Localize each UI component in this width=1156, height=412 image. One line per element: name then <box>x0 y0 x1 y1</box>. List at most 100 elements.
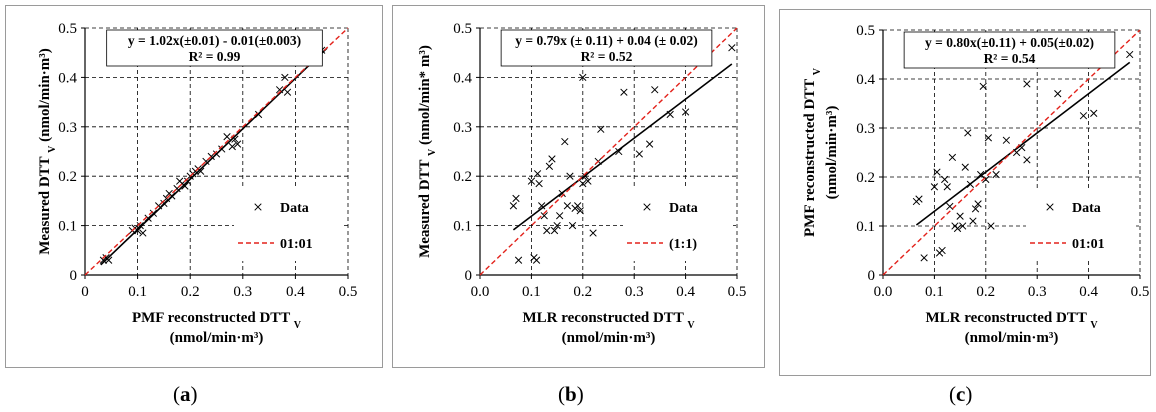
x-tick-label: 0.4 <box>676 284 695 300</box>
legend-label-one-to-one: (1:1) <box>669 237 697 252</box>
data-point-marker <box>228 142 236 151</box>
data-point-marker <box>961 163 969 171</box>
scatter-chart-b: 0.0 0.1 0.2 0.3 0.4 0.5 0 0.1 0.2 0.3 0.4 0.5 y = 0.… <box>417 21 747 346</box>
data-point-marker <box>615 147 623 156</box>
data-point-marker <box>941 175 949 184</box>
data-point-marker <box>556 212 564 220</box>
data-point-marker <box>943 183 951 191</box>
data-point-marker <box>561 137 569 146</box>
regression-fit-line <box>915 61 1131 226</box>
one-to-one-line <box>84 27 349 276</box>
y-tick-label: 0.5 <box>58 21 77 37</box>
data-point-marker <box>589 229 597 237</box>
data-point-marker <box>527 177 536 185</box>
chart-panel-b: 0.0 0.1 0.2 0.3 0.4 0.5 0 0.1 0.2 0.3 0.4 0.5 y = 0.… <box>392 5 765 368</box>
data-point-marker <box>1079 112 1088 120</box>
data-point-marker <box>1023 156 1031 164</box>
caption-c: (c) <box>949 382 973 406</box>
data-point-marker <box>964 129 972 137</box>
x-tick-label: 0.0 <box>471 284 490 300</box>
regression-fit-line <box>100 47 328 266</box>
x-tick-label: 0.4 <box>286 284 305 300</box>
data-point-marker <box>545 162 554 170</box>
y-tick-label: 0 <box>70 268 78 284</box>
legend-box <box>234 189 344 261</box>
data-point-marker <box>579 179 587 188</box>
x-tick-label: 0.2 <box>181 284 200 300</box>
x-axis-label: PMF reconstructed DTT V <box>132 310 302 331</box>
data-point-marker <box>620 88 628 96</box>
equation-box <box>500 29 713 67</box>
x-axis-label: MLR reconstructed DTT V <box>925 310 1098 331</box>
data-point-marker <box>651 86 659 94</box>
caption-b: (b) <box>558 382 584 406</box>
x-tick-label: 0.2 <box>573 284 592 300</box>
data-point-marker <box>959 222 967 230</box>
x-tick-label: 0.4 <box>1079 284 1098 300</box>
data-point-marker <box>568 221 577 230</box>
legend-marker-data <box>254 203 262 211</box>
x-axis-units: (nmol/min·m³) <box>170 330 264 346</box>
y-tick-label: 0.5 <box>856 23 875 39</box>
data-point-marker <box>992 170 1000 179</box>
x-tick-label: 0.0 <box>874 284 893 300</box>
data-point-marker <box>540 212 548 220</box>
data-point-marker <box>1023 80 1031 88</box>
r-squared-value: R² = 0.52 <box>581 49 633 64</box>
y-tick-label: 0.5 <box>453 21 472 37</box>
scatter-chart-c: 0.0 0.1 0.2 0.3 0.4 0.5 0 0.1 0.2 0.3 0.4 0.5 y = 0.… <box>802 23 1150 346</box>
y-tick-label: 0.4 <box>856 72 875 88</box>
y-axis-label: Measured DTT V (nmol/min·m³) <box>37 48 58 255</box>
one-to-one-line <box>479 27 738 276</box>
x-tick-label: 0 <box>81 284 89 300</box>
data-point-marker <box>1054 90 1062 98</box>
y-tick-label: 0 <box>465 268 473 284</box>
data-point-marker <box>576 207 584 215</box>
data-point-marker <box>974 200 982 208</box>
data-point-marker <box>971 205 980 213</box>
data-point-marker <box>548 155 556 163</box>
y-tick-label: 0.1 <box>453 219 472 235</box>
data-point-marker <box>574 202 582 210</box>
x-tick-label: 0.5 <box>728 284 747 300</box>
data-point-marker <box>233 140 242 148</box>
data-point-marker <box>139 229 147 237</box>
x-tick-label: 0.5 <box>1131 284 1150 300</box>
data-point-marker <box>514 256 523 264</box>
y-tick-label: 0.3 <box>453 120 472 136</box>
x-tick-label: 0.1 <box>128 284 147 300</box>
y-tick-label: 0.2 <box>58 169 77 185</box>
x-tick-label: 0.5 <box>339 284 358 300</box>
x-axis-label: MLR reconstructed DTT V <box>522 310 695 331</box>
data-point-marker <box>946 202 954 211</box>
x-axis-units: (nmol/min·m³) <box>965 330 1059 346</box>
data-point-marker <box>1126 50 1134 59</box>
y-tick-label: 0.3 <box>58 120 77 136</box>
legend-marker-data <box>643 203 651 211</box>
y-axis-units: (nmol/min·m³) <box>824 106 840 200</box>
data-point-marker <box>223 133 231 141</box>
regression-equation: y = 0.79x (± 0.11) + 0.04 (± 0.02) <box>515 33 697 48</box>
regression-equation: y = 1.02x(±0.01) - 0.01(±0.003) <box>128 33 301 48</box>
data-point-marker <box>933 168 941 176</box>
legend-label-one-to-one: 01:01 <box>1072 237 1105 252</box>
y-tick-label: 0.4 <box>58 70 77 86</box>
data-point-marker <box>283 88 292 96</box>
data-point-marker <box>579 73 587 82</box>
data-point-marker <box>281 73 289 82</box>
x-tick-label: 0.1 <box>522 284 541 300</box>
data-point-marker <box>509 202 518 210</box>
data-point-marker <box>136 221 144 230</box>
data-point-marker <box>553 221 561 230</box>
data-point-marker <box>982 175 990 184</box>
data-point-marker <box>979 82 987 91</box>
caption-a: (a) <box>173 382 198 406</box>
r-squared-value: R² = 0.99 <box>189 49 241 64</box>
y-axis-label: Measured DTT V (nmol/min* m³) <box>417 45 438 258</box>
legend-label-one-to-one: 01:01 <box>280 237 313 252</box>
chart-panel-a: 0 0.1 0.2 0.3 0.4 0.5 0 0.1 0.2 0.3 0.4 0.5 y = 1.02… <box>5 5 383 368</box>
x-axis-units: (nmol/min·m³) <box>562 330 656 346</box>
y-tick-label: 0.2 <box>856 170 875 186</box>
chart-panel-c: 0.0 0.1 0.2 0.3 0.4 0.5 0 0.1 0.2 0.3 0.4 0.5 y = 0.… <box>779 9 1151 376</box>
data-point-marker <box>681 108 690 116</box>
